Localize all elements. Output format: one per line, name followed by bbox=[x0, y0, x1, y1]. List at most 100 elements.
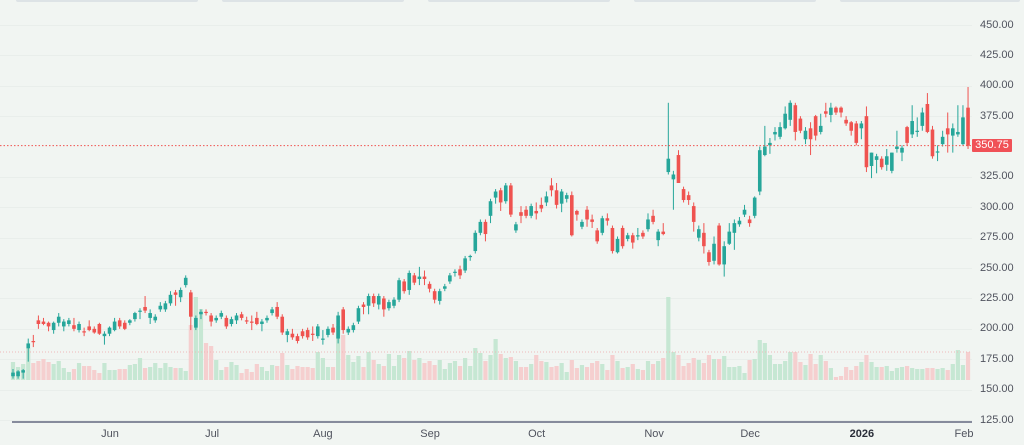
volume-bar bbox=[31, 363, 36, 380]
volume-bar bbox=[158, 368, 163, 380]
candle-body bbox=[189, 292, 193, 317]
volume-bar bbox=[910, 368, 915, 380]
volume-bar bbox=[620, 368, 625, 380]
volume-bar bbox=[82, 366, 87, 380]
volume-bar bbox=[879, 367, 884, 380]
candle-body bbox=[900, 147, 904, 153]
time-axis[interactable]: Jun Jul Aug Sep Oct Nov Dec 2026 Feb bbox=[0, 424, 1024, 445]
volume-bar bbox=[173, 368, 178, 380]
price-axis-label: 225.00 bbox=[980, 292, 1014, 304]
candle bbox=[798, 116, 803, 134]
candle bbox=[808, 122, 813, 156]
volume-bar bbox=[391, 366, 397, 380]
candle-body bbox=[768, 142, 772, 146]
candle-body bbox=[67, 320, 71, 324]
candle-body bbox=[102, 333, 107, 337]
candle bbox=[346, 326, 351, 335]
candle-body bbox=[326, 328, 330, 335]
candle bbox=[265, 315, 269, 323]
volume-bar bbox=[76, 363, 82, 380]
volume-bar bbox=[722, 356, 727, 380]
volume-bar bbox=[92, 370, 97, 380]
volume-bar bbox=[36, 361, 41, 380]
volume-bar bbox=[153, 363, 158, 380]
candle bbox=[158, 302, 163, 312]
candle-body bbox=[473, 232, 478, 252]
candle bbox=[432, 288, 437, 304]
volume-bar bbox=[396, 355, 402, 380]
candle bbox=[51, 321, 56, 334]
volume-bar bbox=[920, 369, 925, 380]
price-axis-label: 125.00 bbox=[980, 413, 1014, 424]
volume-bar bbox=[290, 369, 295, 380]
time-axis-label: Aug bbox=[313, 428, 333, 440]
candle bbox=[244, 316, 249, 324]
volume-bar bbox=[798, 362, 803, 380]
volume-bar bbox=[600, 364, 605, 380]
volume-bar bbox=[417, 358, 422, 380]
candle bbox=[366, 293, 371, 315]
candle bbox=[961, 105, 965, 146]
volume-bar bbox=[198, 309, 204, 380]
candle bbox=[564, 192, 569, 203]
candle bbox=[854, 121, 859, 146]
candle bbox=[590, 214, 594, 228]
candle-body bbox=[300, 331, 305, 337]
volume-bar bbox=[793, 352, 798, 380]
candle-body bbox=[773, 131, 777, 135]
volume-bar bbox=[341, 335, 346, 380]
volume-bar bbox=[224, 367, 229, 380]
volume-bar bbox=[209, 346, 214, 380]
volume-bar bbox=[513, 361, 519, 380]
candle bbox=[224, 315, 229, 329]
candle-body bbox=[209, 315, 213, 322]
price-axis-label: 375.00 bbox=[980, 109, 1014, 122]
candle-body bbox=[656, 231, 660, 241]
volume-bar bbox=[422, 363, 427, 380]
candle-body bbox=[503, 185, 508, 202]
candle bbox=[321, 330, 325, 345]
candle bbox=[773, 127, 777, 141]
candle bbox=[62, 319, 66, 332]
candle-body bbox=[961, 117, 965, 145]
price-axis[interactable]: 450.00 425.00 400.00 375.00 325.00 300.00 275.… bbox=[972, 0, 1024, 424]
volume-bar bbox=[371, 360, 376, 380]
volume-bar bbox=[656, 361, 661, 380]
candle-body bbox=[788, 102, 793, 120]
candlestick-chart[interactable] bbox=[0, 0, 972, 423]
candle bbox=[387, 299, 391, 311]
volume-bar bbox=[493, 339, 498, 380]
candle bbox=[92, 326, 97, 334]
candle-body bbox=[874, 156, 879, 160]
candle bbox=[656, 229, 660, 247]
candle-body bbox=[854, 123, 859, 143]
volume-bar bbox=[747, 360, 752, 380]
candle bbox=[117, 317, 122, 329]
candle-body bbox=[77, 323, 81, 331]
volume-bar bbox=[640, 370, 646, 380]
candle bbox=[249, 315, 254, 331]
candle-body bbox=[803, 130, 808, 140]
candle bbox=[768, 138, 772, 154]
candle bbox=[112, 317, 117, 332]
candle-body bbox=[255, 317, 259, 324]
volume-bar bbox=[518, 367, 524, 380]
candle bbox=[757, 146, 762, 196]
candle-body bbox=[107, 327, 112, 334]
volume-bar bbox=[71, 369, 77, 380]
volume-bar bbox=[777, 364, 783, 380]
chart-plot-area[interactable] bbox=[0, 0, 972, 423]
price-axis-label: 250.00 bbox=[980, 261, 1014, 274]
candle-body bbox=[143, 306, 147, 311]
candle-body bbox=[422, 276, 427, 280]
candle-body bbox=[793, 105, 798, 132]
candle-body bbox=[412, 275, 417, 283]
candle-body bbox=[351, 325, 356, 331]
candle-body bbox=[26, 343, 31, 349]
volume-bar bbox=[346, 355, 351, 380]
volume-bar bbox=[661, 358, 666, 380]
candle-body bbox=[341, 309, 345, 331]
candle-body bbox=[41, 321, 46, 324]
candle-body bbox=[199, 311, 203, 315]
candle-body bbox=[407, 272, 412, 290]
